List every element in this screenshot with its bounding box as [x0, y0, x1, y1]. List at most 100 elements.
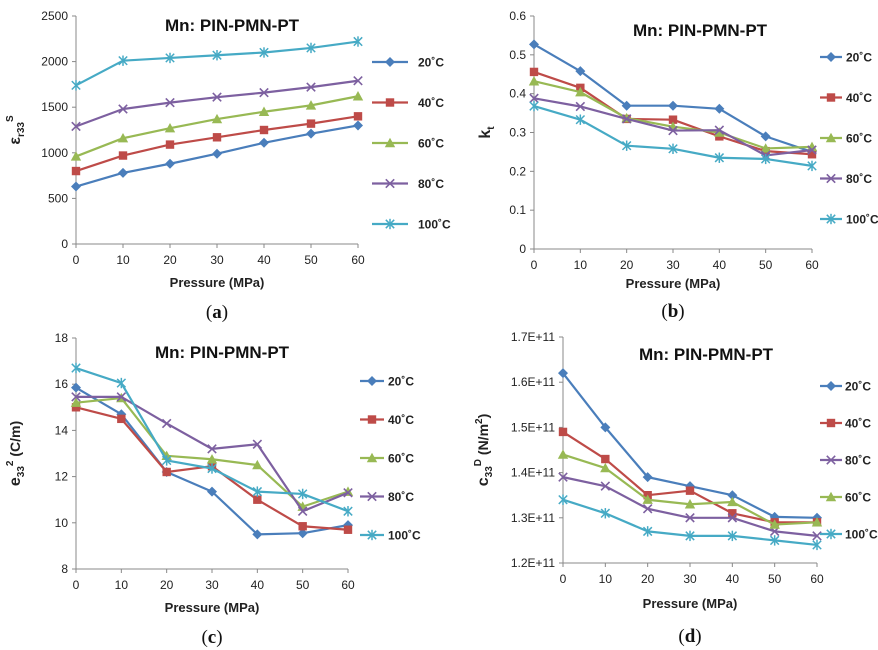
x-tick-label: 0 [560, 572, 567, 586]
data-point [668, 100, 678, 111]
marker-stroke [575, 101, 586, 112]
marker-stroke [165, 97, 175, 108]
series-100C [71, 362, 353, 517]
x-axis-title: Pressure (MPa) [170, 275, 265, 290]
data-point [668, 143, 678, 155]
legend-entry-60C: 60˚C [372, 137, 444, 151]
series-line [562, 430, 817, 524]
legend-entry-60C: 60˚C [820, 491, 871, 505]
chart-panel-c: 8 10 12 14 16 18 0 10 20 30 40 50 60 Mn: PIN-PMN-PT Pr… [5, 331, 421, 648]
legend-entry-100C: 100˚C [820, 528, 878, 542]
data-point [668, 125, 678, 136]
y-tick-label: 8 [61, 562, 68, 576]
data-point [161, 418, 172, 429]
data-point [769, 519, 780, 529]
x-tick-label: 0 [531, 258, 538, 272]
data-point [162, 467, 171, 477]
data-point [165, 158, 175, 169]
y-tick-label: 1.2E+11 [511, 556, 555, 570]
data-point [116, 377, 127, 389]
label-part: ) [7, 421, 23, 426]
data-point [207, 486, 217, 497]
legend-marker [826, 528, 836, 540]
data-point [259, 137, 269, 148]
label-part: ) [695, 626, 701, 647]
data-point [161, 455, 172, 466]
legend-entry-20C: 20˚C [820, 51, 872, 65]
legend-label: 80˚C [388, 490, 414, 504]
legend-entry-40C: 40˚C [820, 91, 872, 105]
data-point [760, 143, 771, 153]
chart-panel-b: 0 0.1 0.2 0.3 0.4 0.5 0.6 0 10 20 30 40 50 60 Mn: PIN-… [477, 9, 878, 322]
marker-stroke [642, 503, 653, 514]
series-80C [71, 392, 353, 517]
label-part: 33 [484, 466, 495, 478]
label-part: r33 [16, 122, 27, 137]
legend-entry-80C: 80˚C [820, 454, 871, 468]
data-point [212, 50, 222, 61]
marker-stroke [621, 114, 632, 124]
data-point [207, 463, 217, 474]
series-60C [557, 449, 823, 529]
data-point [71, 181, 81, 192]
data-point [117, 133, 129, 143]
series-line [75, 40, 359, 87]
legend-marker [385, 178, 395, 189]
data-point [70, 397, 82, 407]
panel-caption: (d) [678, 626, 701, 647]
chart-title: Mn: PIN-PMN-PT [633, 21, 768, 40]
marker-stroke [207, 444, 217, 454]
data-point [807, 145, 817, 155]
data-point [727, 530, 738, 542]
data-point [812, 539, 822, 551]
data-point [118, 104, 128, 114]
axes: 0 500 1000 1500 2000 2500 0 10 20 30 40 50 60 [41, 9, 365, 267]
data-point [642, 494, 653, 504]
x-tick-label: 20 [163, 253, 177, 267]
legend-marker [367, 529, 377, 541]
data-point [642, 503, 653, 514]
legend-label: 40˚C [846, 91, 872, 105]
chart-panel-d: 1.2E+11 1.3E+11 1.4E+11 1.5E+11 1.6E+11 1.7E+… [473, 330, 878, 647]
panel-caption: (a) [206, 302, 228, 323]
legend-entry-20C: 20˚C [360, 375, 414, 389]
label-part: (N/m [475, 424, 491, 459]
data-point [117, 414, 126, 424]
series-line [533, 105, 813, 167]
legend-label: 100˚C [418, 218, 451, 232]
marker-stroke [353, 75, 363, 86]
data-point [353, 36, 363, 47]
x-tick-label: 40 [713, 258, 727, 272]
data-point [685, 513, 695, 523]
legend-label: 20˚C [418, 56, 444, 70]
legend-marker [825, 491, 837, 502]
marker-stroke [343, 488, 353, 498]
data-point [212, 133, 222, 142]
data-point [207, 444, 217, 454]
marker-stroke [385, 178, 395, 189]
data-point [529, 39, 539, 50]
legend-label: 60˚C [846, 132, 872, 146]
legend-entry-100C: 100˚C [372, 218, 451, 232]
legend-marker [367, 491, 377, 502]
legend-entry-100C: 100˚C [360, 529, 421, 543]
marker-stroke [826, 173, 836, 184]
series-100C [71, 36, 363, 91]
x-tick-label: 20 [641, 572, 655, 586]
legend-marker [826, 213, 836, 225]
marker-stroke [259, 87, 269, 98]
y-tick-label: 500 [48, 191, 68, 205]
legend-entry-40C: 40˚C [360, 413, 414, 427]
data-point [252, 529, 263, 540]
x-axis-title: Pressure (MPa) [643, 596, 738, 611]
x-tick-label: 0 [73, 578, 80, 592]
axes: 1.2E+11 1.3E+11 1.4E+11 1.5E+11 1.6E+11 1.7E+… [511, 330, 824, 586]
data-point [812, 531, 822, 541]
y-axis-title: c33D (N/m2) [473, 414, 495, 487]
legend-marker [367, 376, 377, 386]
legend-marker [385, 98, 395, 107]
data-point [600, 422, 611, 433]
data-point [727, 513, 738, 523]
data-point [714, 125, 725, 135]
